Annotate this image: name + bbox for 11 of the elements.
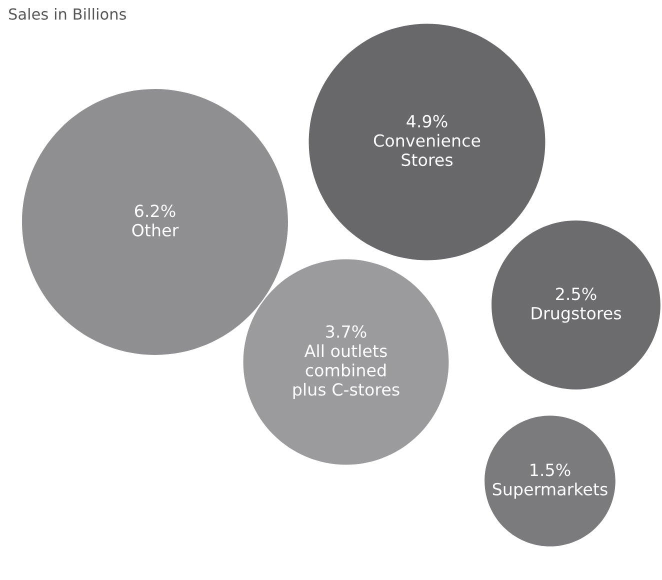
category-label: Drugstores [532, 307, 622, 323]
category-label: Supermarkets [492, 482, 608, 499]
data-label: 4.9% [406, 114, 448, 128]
category-label: Convenience Stores [374, 134, 480, 166]
data-label: 6.2% [134, 204, 176, 218]
data-label: 1.5% [530, 464, 570, 476]
text: Sales in Billions [9, 8, 126, 20]
category-label: All outlets combined plus C-stores [293, 344, 400, 400]
data-label: 3.7% [326, 325, 366, 338]
category-label: Other [132, 224, 179, 236]
data-label: 2.5% [556, 288, 596, 300]
